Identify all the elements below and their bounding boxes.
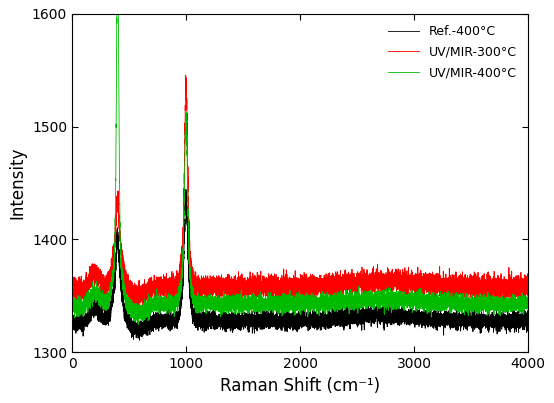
UV/MIR-400°C — [70, 305, 76, 310]
Y-axis label: Intensity: Intensity — [8, 147, 27, 219]
X-axis label: Raman Shift (cm⁻¹): Raman Shift (cm⁻¹) — [220, 377, 380, 395]
UV/MIR-400°C — [135, 322, 142, 327]
Ref.-400°C — [303, 318, 310, 323]
UV/MIR-300°C — [525, 290, 531, 295]
UV/MIR-400°C — [94, 292, 100, 297]
Ref.-400°C — [70, 318, 76, 322]
Ref.-400°C — [137, 327, 144, 332]
UV/MIR-300°C — [303, 279, 310, 284]
UV/MIR-300°C — [347, 279, 353, 284]
UV/MIR-300°C — [182, 73, 189, 78]
UV/MIR-400°C — [309, 301, 316, 306]
Ref.-400°C — [309, 308, 316, 313]
Ref.-400°C — [525, 322, 531, 327]
UV/MIR-300°C — [137, 295, 144, 300]
UV/MIR-300°C — [70, 285, 76, 289]
Line: UV/MIR-400°C: UV/MIR-400°C — [73, 0, 528, 324]
UV/MIR-300°C — [94, 271, 100, 276]
Ref.-400°C — [347, 317, 353, 322]
UV/MIR-400°C — [347, 297, 353, 302]
UV/MIR-400°C — [188, 283, 194, 288]
UV/MIR-400°C — [137, 312, 144, 316]
Line: Ref.-400°C: Ref.-400°C — [73, 189, 528, 340]
Legend: Ref.-400°C, UV/MIR-300°C, UV/MIR-400°C: Ref.-400°C, UV/MIR-300°C, UV/MIR-400°C — [383, 20, 522, 84]
UV/MIR-300°C — [188, 256, 194, 260]
Line: UV/MIR-300°C: UV/MIR-300°C — [73, 75, 528, 312]
UV/MIR-400°C — [525, 307, 531, 312]
UV/MIR-300°C — [132, 309, 139, 314]
UV/MIR-400°C — [303, 306, 310, 311]
UV/MIR-300°C — [309, 291, 316, 295]
Ref.-400°C — [183, 187, 189, 192]
Ref.-400°C — [136, 338, 143, 343]
Ref.-400°C — [94, 300, 100, 305]
Ref.-400°C — [188, 303, 194, 308]
